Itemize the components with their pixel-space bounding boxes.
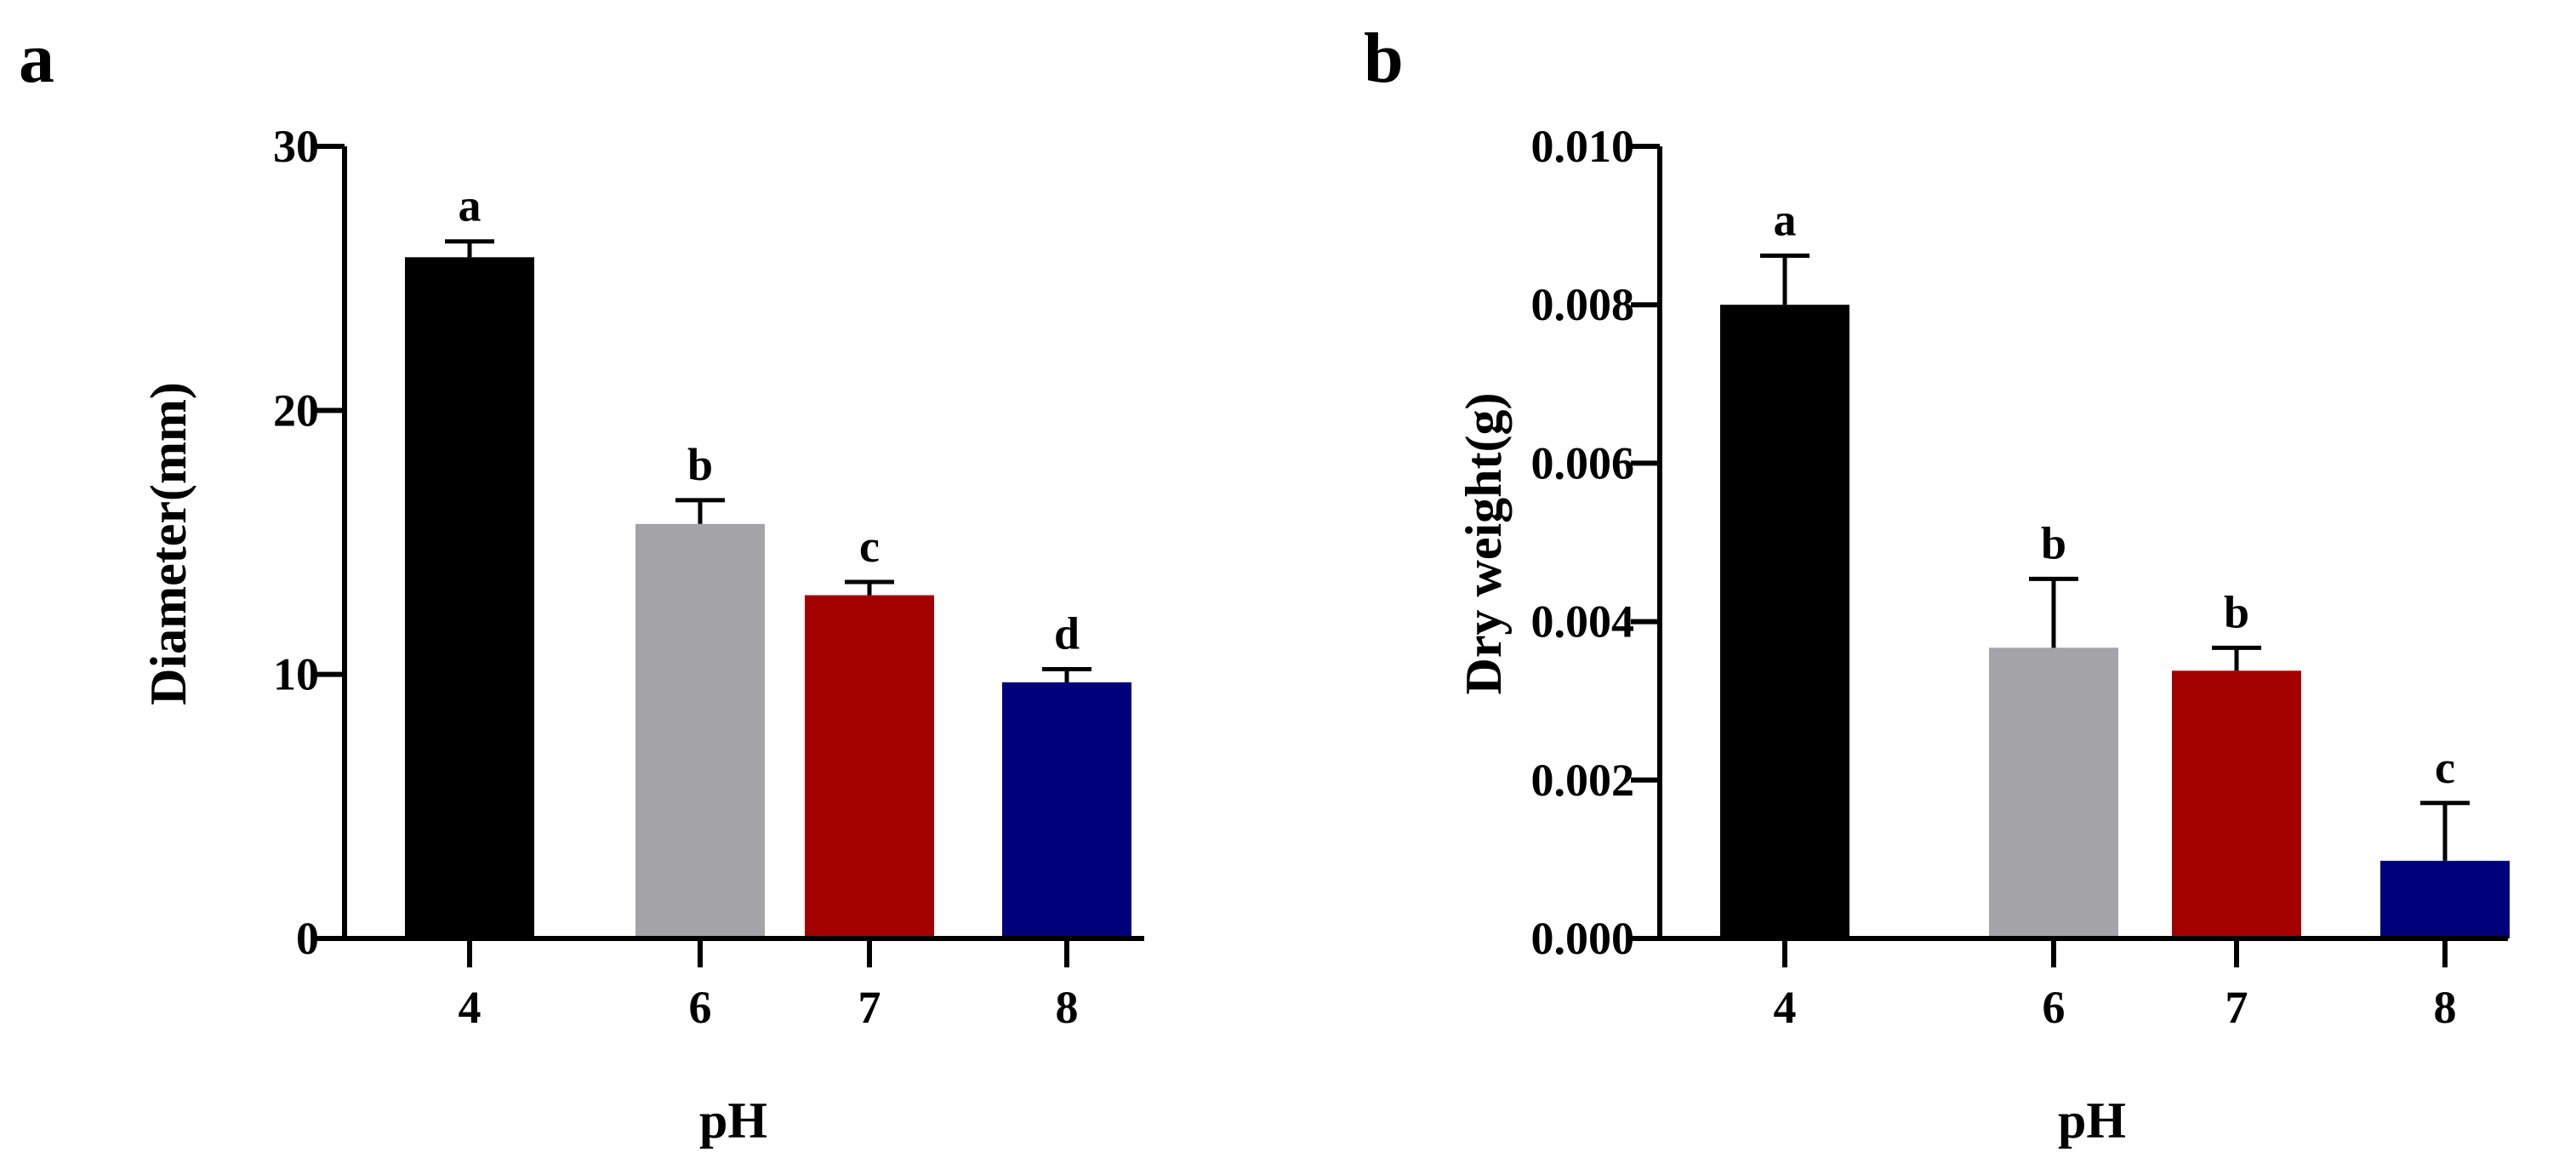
y-tick-label-30: 30 (273, 121, 319, 172)
bar-pH-4 (1720, 305, 1849, 938)
significance-label-pH-7: c (859, 521, 880, 572)
significance-label-pH-4: a (1774, 194, 1797, 245)
panel-a-x-axis-title: pH (699, 1092, 767, 1149)
panel-a-plot: a 4 b 6 c 7 d 8 0 10 20 30 (273, 121, 1144, 1033)
bar-pH-8 (1002, 682, 1131, 938)
panel-a: a Diameter(mm) pH a 4 b 6 c 7 d 8 0 10 20 30 (19, 19, 1144, 1149)
panel-a-label: a (19, 19, 54, 98)
x-tick-label-8: 8 (2434, 982, 2457, 1033)
y-tick-label-0.000: 0.000 (1531, 913, 1635, 964)
y-tick-label-0: 0 (296, 913, 319, 964)
x-tick-label-4: 4 (459, 982, 482, 1033)
significance-label-pH-6: b (2041, 517, 2066, 568)
x-tick-label-8: 8 (1056, 982, 1079, 1033)
bar-pH-4 (405, 257, 534, 939)
panel-b: b Dry weight(g) pH a 4 b 6 b 7 c 8 0.000 0.002 0.0… (1364, 19, 2510, 1149)
panel-b-y-axis-title: Dry weight(g) (1456, 393, 1512, 695)
x-tick-label-7: 7 (2226, 982, 2248, 1033)
x-tick-label-4: 4 (1774, 982, 1797, 1033)
y-tick-label-0.008: 0.008 (1531, 279, 1635, 330)
y-tick-label-0.010: 0.010 (1531, 121, 1635, 172)
panel-b-plot: a 4 b 6 b 7 c 8 0.000 0.002 0.004 0.006 0.008 0.010 (1531, 121, 2510, 1033)
bar-pH-6 (1989, 647, 2118, 938)
y-tick-label-0.002: 0.002 (1531, 755, 1635, 806)
x-tick-label-7: 7 (858, 982, 881, 1033)
significance-label-pH-4: a (459, 180, 482, 231)
x-tick-label-6: 6 (2043, 982, 2066, 1033)
y-tick-label-0.006: 0.006 (1531, 437, 1635, 488)
panel-b-label: b (1364, 19, 1404, 98)
significance-label-pH-8: d (1054, 607, 1080, 659)
y-tick-label-10: 10 (273, 649, 319, 700)
bar-pH-7 (2172, 670, 2301, 938)
x-tick-label-6: 6 (689, 982, 712, 1033)
bar-pH-7 (805, 595, 934, 938)
y-tick-label-20: 20 (273, 385, 319, 436)
significance-label-pH-6: b (687, 439, 713, 490)
panel-b-x-axis-title: pH (2058, 1092, 2126, 1149)
panel-a-y-axis-title: Diameter(mm) (140, 382, 197, 705)
bar-pH-6 (635, 523, 765, 938)
y-tick-label-0.004: 0.004 (1531, 596, 1635, 647)
bar-pH-8 (2380, 860, 2510, 938)
significance-label-pH-7: b (2224, 586, 2249, 637)
significance-label-pH-8: c (2435, 742, 2455, 793)
